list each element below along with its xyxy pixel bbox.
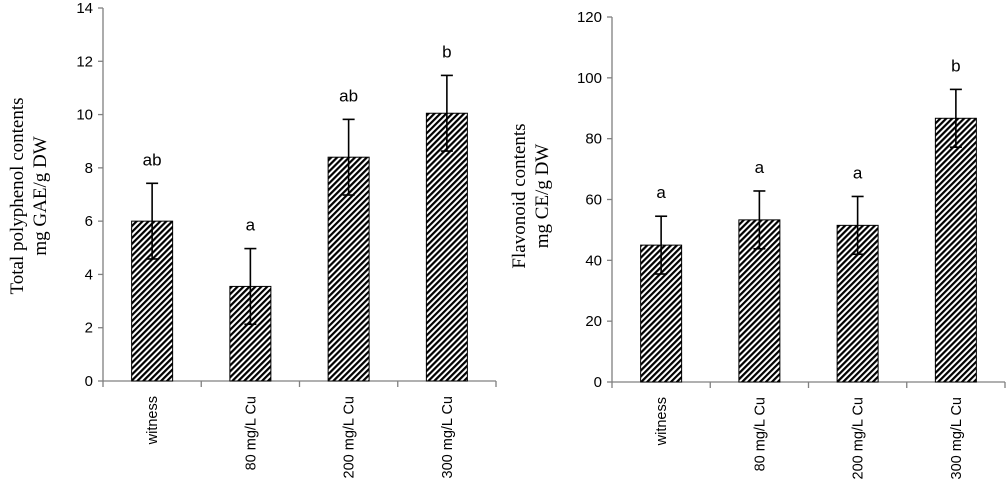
- significance-letter: a: [853, 163, 863, 182]
- y-axis-label-line1: Total polyphenol contents: [7, 97, 28, 294]
- y-tick-label: 4: [85, 266, 93, 283]
- x-category-label: 80 mg/L Cu: [752, 397, 768, 471]
- y-axis-label-line2: mg CE/g DW: [532, 144, 553, 249]
- y-tick-label: 10: [76, 107, 93, 124]
- x-category-label: witness: [145, 396, 161, 445]
- y-tick-label: 12: [76, 53, 93, 70]
- y-tick-label: 0: [85, 373, 93, 390]
- x-category-label: 300 mg/L Cu: [949, 397, 965, 479]
- y-axis-label-line2: mg GAE/g DW: [30, 136, 51, 255]
- bar: [425, 112, 468, 382]
- bar: [934, 117, 977, 383]
- significance-letter: b: [951, 56, 960, 75]
- flavonoid-chart: Flavonoid contents mg CE/g DW 0 20 40 60 80 1…: [509, 9, 1006, 479]
- significance-letter: a: [656, 183, 666, 202]
- y-tick-label: 80: [585, 131, 602, 148]
- y-tick-label: 0: [594, 374, 602, 391]
- y-tick-label: 14: [76, 0, 93, 17]
- y-tick-label: 20: [585, 313, 602, 330]
- significance-letter: b: [442, 42, 451, 61]
- y-tick-label: 120: [577, 9, 602, 26]
- y-tick-label: 60: [585, 192, 602, 209]
- significance-letter: ab: [339, 86, 358, 105]
- x-category-label: 300 mg/L Cu: [440, 396, 456, 478]
- polyphenol-chart: Total polyphenol contents mg GAE/g DW 0 2…: [7, 0, 497, 478]
- y-tick-label: 8: [85, 160, 93, 177]
- y-tick-label: 100: [577, 70, 602, 87]
- significance-letter: ab: [143, 150, 162, 169]
- y-tick-label: 2: [85, 320, 93, 337]
- y-axis-label-line1: Flavonoid contents: [509, 123, 530, 268]
- y-tick-label: 6: [85, 213, 93, 230]
- significance-letter: a: [246, 216, 256, 235]
- x-category-label: 200 mg/L Cu: [851, 397, 867, 479]
- significance-letter: a: [755, 158, 765, 177]
- x-category-label: 80 mg/L Cu: [243, 396, 259, 470]
- x-category-label: witness: [654, 397, 670, 446]
- x-category-label: 200 mg/L Cu: [342, 396, 358, 478]
- y-tick-label: 40: [585, 252, 602, 269]
